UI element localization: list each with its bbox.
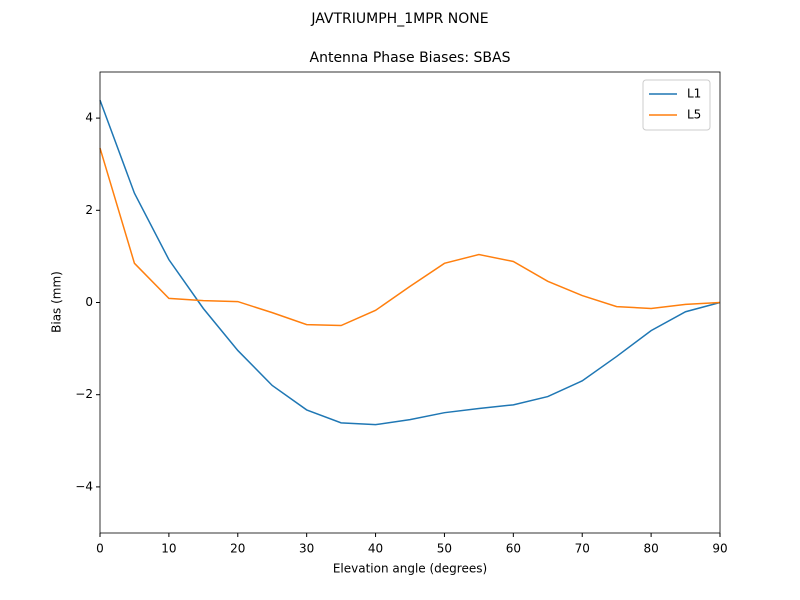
y-tick-label: 4 bbox=[85, 111, 93, 125]
x-tick-label: 0 bbox=[96, 542, 104, 556]
x-tick-label: 10 bbox=[161, 542, 176, 556]
chart-title: JAVTRIUMPH_1MPR NONE bbox=[310, 11, 488, 27]
chart-subtitle: Antenna Phase Biases: SBAS bbox=[310, 50, 511, 66]
x-tick-label: 60 bbox=[506, 542, 521, 556]
x-tick-label: 20 bbox=[230, 542, 245, 556]
x-tick-label: 40 bbox=[368, 542, 383, 556]
plot-frame bbox=[99, 71, 721, 534]
y-tick-label: 0 bbox=[85, 295, 93, 309]
x-tick-label: 70 bbox=[575, 542, 590, 556]
legend-label: L5 bbox=[687, 108, 701, 122]
line-series bbox=[99, 99, 721, 426]
legend-box bbox=[642, 79, 711, 131]
x-tick-label: 50 bbox=[437, 542, 452, 556]
x-tick-label: 90 bbox=[712, 542, 727, 556]
x-tick-label: 80 bbox=[643, 542, 658, 556]
x-axis-label: Elevation angle (degrees) bbox=[333, 562, 487, 576]
y-tick-label: 2 bbox=[85, 203, 93, 217]
x-tick-label: 30 bbox=[299, 542, 314, 556]
y-axis-label: Bias (mm) bbox=[50, 271, 64, 333]
y-tick-label: −2 bbox=[75, 387, 93, 401]
legend-label: L1 bbox=[687, 87, 701, 101]
y-tick-label: −4 bbox=[75, 479, 93, 493]
line-series bbox=[99, 147, 721, 327]
